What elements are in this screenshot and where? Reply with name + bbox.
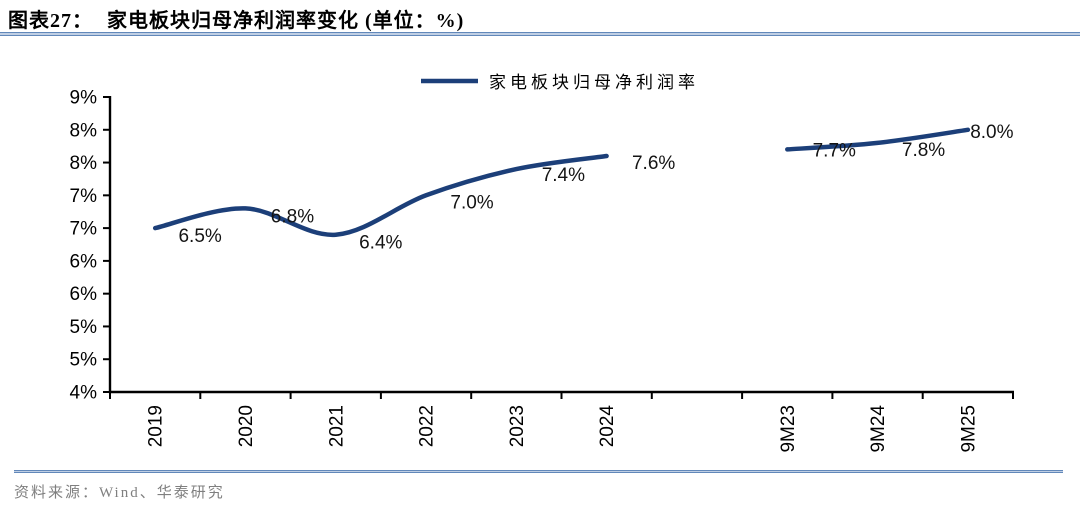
x-tick-label: 9M24 <box>868 405 889 453</box>
x-tick-label: 2023 <box>507 405 528 447</box>
y-tick-label: 5% <box>70 350 98 371</box>
point-label: 7.0% <box>450 192 493 213</box>
x-tick-label: 2022 <box>417 405 438 447</box>
figure-number: 图表27： <box>8 10 93 32</box>
x-tick-label: 2021 <box>326 405 347 447</box>
series-path <box>785 127 971 152</box>
series-line <box>152 127 971 237</box>
y-axis-labels: 4% 5% 5% 6% 6% 7% 7% 8% 8% 9% <box>70 88 98 404</box>
figure-title-text: 家电板块归母净利润率变化 (单位：%) <box>107 10 465 32</box>
axis-frame <box>108 96 1014 394</box>
x-tick-label: 2019 <box>146 405 167 447</box>
point-label: 6.5% <box>178 226 221 247</box>
legend-label: 家电板块归母净利润率 <box>489 73 699 92</box>
y-tick-label: 6% <box>70 251 98 272</box>
legend: 家电板块归母净利润率 <box>421 73 699 92</box>
point-label: 7.8% <box>902 140 945 161</box>
data-labels: 6.5% 6.8% 6.4% 7.0% 7.4% 7.6% 7.7% 7.8% 8.0% <box>178 122 1013 254</box>
y-tick-label: 8% <box>70 120 98 141</box>
y-tick-label: 9% <box>70 88 98 109</box>
y-tick-label: 6% <box>70 284 98 305</box>
y-tick-label: 8% <box>70 153 98 174</box>
x-tick-label: 9M23 <box>778 405 799 453</box>
y-axis-ticks <box>103 96 110 393</box>
point-label: 6.8% <box>271 206 314 227</box>
x-axis-labels: 2019 2020 2021 2022 2023 2024 9M23 9M24 9M25 <box>146 405 980 453</box>
point-label: 7.4% <box>542 165 585 186</box>
y-tick-label: 5% <box>70 317 98 338</box>
source-text: 资料来源：Wind、华泰研究 <box>14 485 225 501</box>
figure-title: 图表27： 家电板块归母净利润率变化 (单位：%) <box>8 4 464 33</box>
title-separator <box>0 32 1080 36</box>
point-label: 7.7% <box>813 140 856 161</box>
y-tick-label: 7% <box>70 186 98 207</box>
y-tick-label: 7% <box>70 219 98 240</box>
point-label: 7.6% <box>632 153 675 174</box>
point-label: 6.4% <box>359 233 402 254</box>
x-axis-ticks <box>109 392 1014 399</box>
y-tick-label: 4% <box>70 383 98 404</box>
source-separator <box>14 470 1063 473</box>
x-tick-label: 2024 <box>597 405 618 448</box>
x-tick-label: 9M25 <box>958 405 979 453</box>
axes <box>108 96 1014 394</box>
series-path <box>152 153 609 237</box>
x-tick-label: 2020 <box>236 405 257 447</box>
point-label: 8.0% <box>970 122 1013 143</box>
